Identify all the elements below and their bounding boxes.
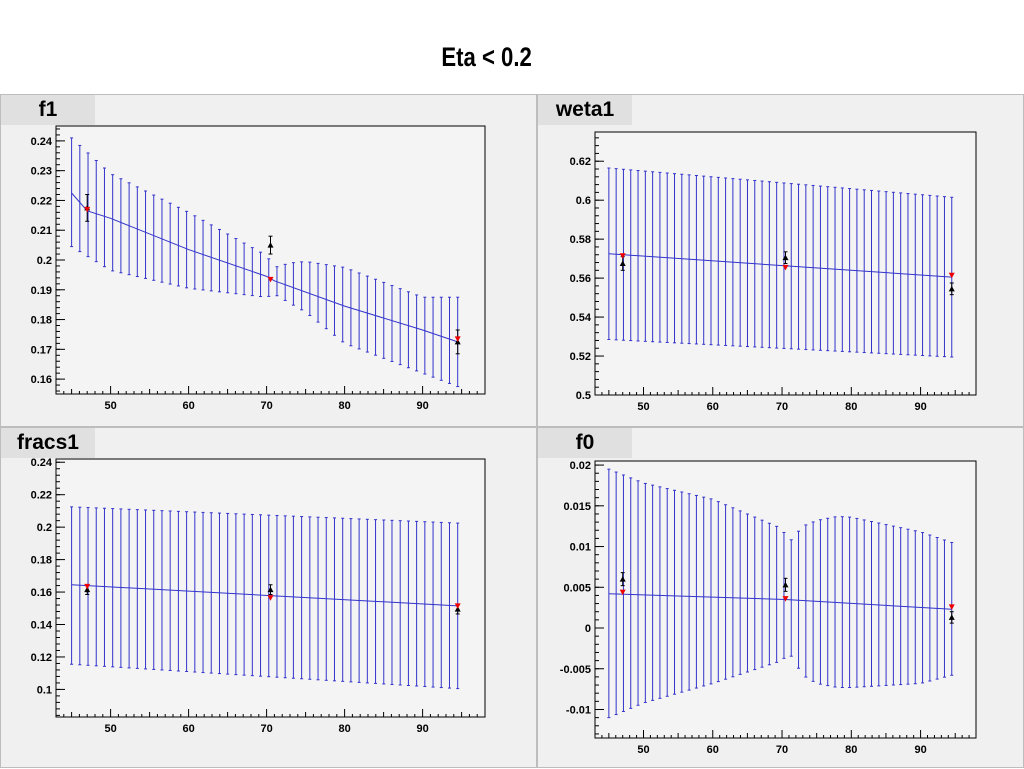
data-point-black bbox=[619, 576, 626, 582]
data-point-black bbox=[619, 260, 626, 266]
panel-f0: 50 60 70 80 90 -0.01 -0.005 0 0.005 0.01 0.015 0.02… bbox=[537, 427, 1024, 768]
x-tick-label: 90 bbox=[416, 400, 428, 412]
chart-title-f0: f0 bbox=[538, 428, 632, 458]
y-tick-label: 0.54 bbox=[570, 312, 592, 324]
y-tick-label: 0.015 bbox=[563, 501, 591, 513]
x-tick-label: 80 bbox=[338, 400, 350, 412]
plot-frame bbox=[55, 125, 486, 395]
y-tick-label: 0.22 bbox=[31, 490, 52, 502]
panel-f1: 50 60 70 80 90 0.16 0.17 0.18 0.19 0.2 0.21 0.22 0.2… bbox=[0, 94, 537, 427]
x-tick-label: 90 bbox=[416, 723, 428, 735]
y-tick-label: -0.01 bbox=[566, 704, 591, 716]
y-tick-label: 0.24 bbox=[31, 136, 53, 148]
chart-f0: 50 60 70 80 90 -0.01 -0.005 0 0.005 0.01 0.015 0.02 bbox=[560, 460, 977, 756]
data-point-black bbox=[267, 242, 274, 248]
y-tick-label: 0.56 bbox=[570, 273, 591, 285]
x-tick-label: 60 bbox=[182, 400, 194, 412]
x-tick-label: 50 bbox=[104, 400, 116, 412]
x-tick-label: 60 bbox=[182, 723, 194, 735]
panel-fracs1: 50 60 70 80 90 0.1 0.12 0.14 0.16 0.18 0.2 0.22 0.24… bbox=[0, 427, 537, 768]
data-point-black bbox=[782, 581, 789, 588]
y-tick-label: 0.17 bbox=[31, 344, 52, 356]
data-point-red bbox=[454, 336, 461, 342]
data-point-red bbox=[619, 589, 626, 596]
y-tick-label: 0.18 bbox=[31, 555, 52, 567]
data-point-black bbox=[267, 586, 274, 593]
y-tick-label: 0.005 bbox=[563, 582, 591, 594]
x-tick-label: 70 bbox=[776, 744, 788, 756]
page-title: Eta < 0.2 bbox=[441, 42, 532, 72]
x-tick-label: 50 bbox=[104, 723, 116, 735]
y-tick-label: 0.6 bbox=[576, 195, 591, 207]
plot-frame bbox=[594, 460, 977, 739]
x-tick-label: 80 bbox=[845, 401, 857, 413]
y-tick-label: 0.02 bbox=[570, 460, 591, 472]
y-tick-label: 0.62 bbox=[570, 156, 591, 168]
y-tick-label: 0.1 bbox=[37, 684, 52, 696]
chart-title-fracs1: fracs1 bbox=[1, 428, 95, 458]
y-tick-label: 0.58 bbox=[570, 234, 591, 246]
data-point-red bbox=[267, 595, 274, 601]
chart-f1: 50 60 70 80 90 0.16 0.17 0.18 0.19 0.2 0.21 0.22 0.2… bbox=[31, 125, 486, 412]
x-tick-label: 50 bbox=[637, 401, 649, 413]
data-point-black bbox=[948, 285, 955, 292]
data-point-red bbox=[782, 264, 789, 271]
data-point-red bbox=[267, 276, 274, 283]
y-tick-label: 0.23 bbox=[31, 166, 52, 178]
x-tick-label: 90 bbox=[914, 401, 926, 413]
y-tick-label: 0.16 bbox=[31, 587, 52, 599]
data-point-black bbox=[948, 614, 955, 620]
x-tick-label: 60 bbox=[707, 744, 719, 756]
y-tick-label: 0.2 bbox=[37, 522, 52, 534]
data-point-black bbox=[782, 254, 789, 261]
y-tick-label: 0.18 bbox=[31, 315, 52, 327]
data-point-red bbox=[454, 603, 461, 609]
data-point-red bbox=[84, 583, 91, 590]
chart-title-f1: f1 bbox=[1, 95, 95, 125]
y-tick-label: -0.005 bbox=[560, 664, 591, 676]
fit-line bbox=[71, 192, 458, 343]
y-tick-label: 0.16 bbox=[31, 374, 52, 386]
x-tick-label: 70 bbox=[776, 401, 788, 413]
y-tick-label: 0.22 bbox=[31, 195, 52, 207]
y-tick-label: 0.01 bbox=[570, 542, 591, 554]
chart-fracs1: 50 60 70 80 90 0.1 0.12 0.14 0.16 0.18 0.2 0.22 0.24 bbox=[31, 457, 486, 735]
x-tick-label: 70 bbox=[260, 400, 272, 412]
panel-weta1: 50 60 70 80 90 0.5 0.52 0.54 0.56 0.58 0.6 0.62 wet… bbox=[537, 94, 1024, 427]
fit-line bbox=[71, 584, 458, 607]
y-tick-label: 0 bbox=[585, 623, 591, 635]
x-tick-label: 90 bbox=[914, 744, 926, 756]
y-tick-label: 0.21 bbox=[31, 225, 52, 237]
y-tick-label: 0.52 bbox=[570, 351, 591, 363]
y-tick-label: 0.24 bbox=[31, 457, 53, 469]
chart-weta1: 50 60 70 80 90 0.5 0.52 0.54 0.56 0.58 0.6 0.62 bbox=[570, 131, 977, 413]
x-tick-label: 70 bbox=[260, 723, 272, 735]
data-point-red bbox=[948, 272, 955, 279]
data-point-red bbox=[782, 596, 789, 602]
chart-title-weta1: weta1 bbox=[538, 95, 632, 125]
x-tick-label: 80 bbox=[338, 723, 350, 735]
x-tick-label: 60 bbox=[707, 401, 719, 413]
fit-line bbox=[608, 253, 952, 278]
data-point-red bbox=[948, 604, 955, 610]
y-tick-label: 0.2 bbox=[37, 255, 52, 267]
y-tick-label: 0.19 bbox=[31, 285, 52, 297]
data-point-red bbox=[619, 253, 626, 259]
x-tick-label: 50 bbox=[637, 744, 649, 756]
y-tick-label: 0.14 bbox=[31, 620, 53, 632]
y-tick-label: 0.5 bbox=[576, 390, 591, 402]
error-band bbox=[70, 137, 460, 388]
x-tick-label: 80 bbox=[845, 744, 857, 756]
y-tick-label: 0.12 bbox=[31, 652, 52, 664]
data-point-red bbox=[84, 206, 91, 213]
